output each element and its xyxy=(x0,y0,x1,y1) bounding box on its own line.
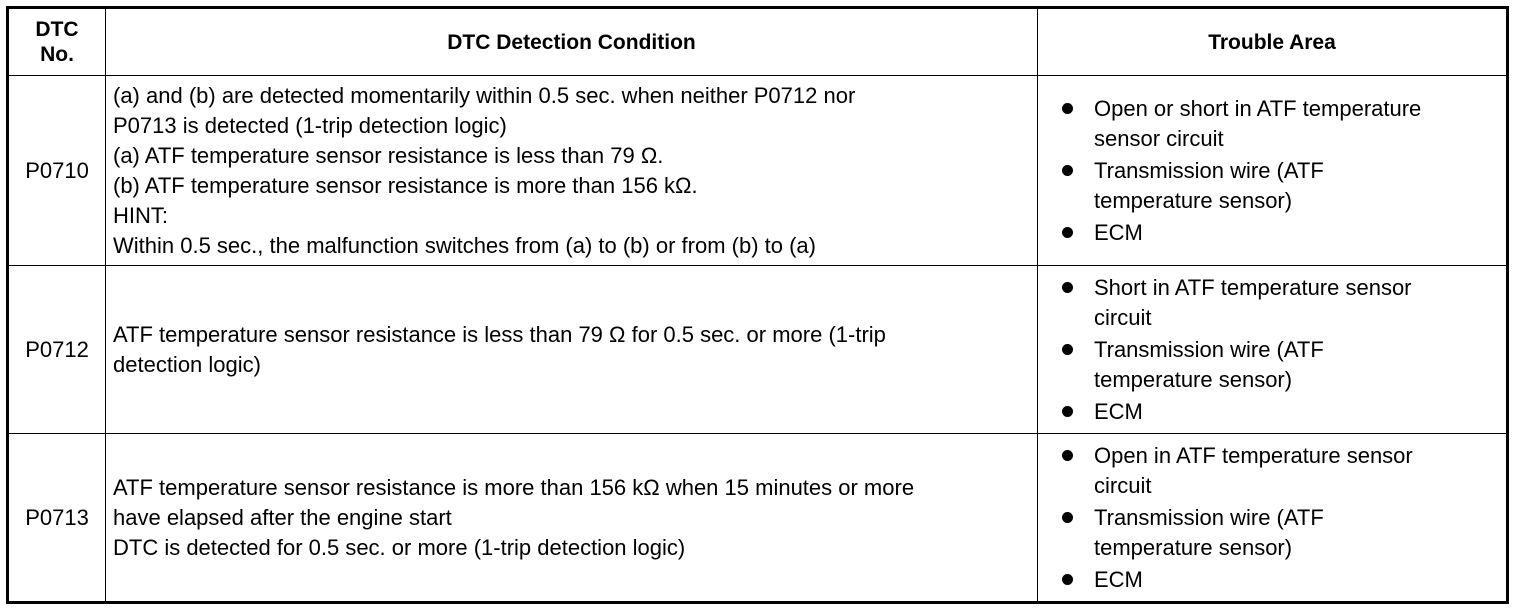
table-body: P0710 (a) and (b) are detected momentari… xyxy=(7,75,1508,603)
trouble-area-text: Transmission wire (ATF xyxy=(1094,158,1324,183)
trouble-area-text: Short in ATF temperature sensor xyxy=(1094,275,1412,300)
bullet-icon xyxy=(1062,512,1073,523)
list-item: Transmission wire (ATF temperature senso… xyxy=(1060,503,1500,563)
condition-line: detection logic) xyxy=(113,351,261,377)
table-row: P0710 (a) and (b) are detected momentari… xyxy=(7,75,1508,266)
list-item: Short in ATF temperature sensor circuit xyxy=(1060,273,1500,333)
trouble-area-text: Transmission wire (ATF xyxy=(1094,337,1324,362)
trouble-area-text: temperature sensor) xyxy=(1094,188,1293,213)
dtc-code-cell: P0710 xyxy=(7,75,106,266)
bullet-icon xyxy=(1062,227,1073,238)
condition-line: have elapsed after the engine start xyxy=(113,504,452,530)
dtc-code-cell: P0712 xyxy=(7,265,106,434)
condition-line: (a) and (b) are detected momentarily wit… xyxy=(113,82,856,108)
header-dtc-no: DTC No. xyxy=(7,7,106,76)
trouble-area-text: circuit xyxy=(1094,473,1152,498)
bullet-icon xyxy=(1062,344,1073,355)
header-trouble-area: Trouble Area xyxy=(1037,7,1508,76)
condition-line: ATF temperature sensor resistance is les… xyxy=(113,321,886,347)
condition-line: (a) ATF temperature sensor resistance is… xyxy=(113,142,664,168)
trouble-area-cell: Open or short in ATF temperature sensor … xyxy=(1037,75,1508,266)
trouble-area-text: temperature sensor) xyxy=(1094,367,1293,392)
trouble-area-text: Open or short in ATF temperature xyxy=(1094,96,1422,121)
dtc-table: DTC No. DTC Detection Condition Trouble … xyxy=(6,6,1509,604)
condition-line: ATF temperature sensor resistance is mor… xyxy=(113,474,915,500)
condition-line: DTC is detected for 0.5 sec. or more (1-… xyxy=(113,534,686,560)
trouble-area-list: Open or short in ATF temperature sensor … xyxy=(1060,94,1500,248)
table-row: P0713 ATF temperature sensor resistance … xyxy=(7,433,1508,603)
condition-line: P0713 is detected (1-trip detection logi… xyxy=(113,112,507,138)
trouble-area-text: ECM xyxy=(1094,220,1143,245)
trouble-area-text: temperature sensor) xyxy=(1094,535,1293,560)
trouble-area-text: ECM xyxy=(1094,567,1143,592)
trouble-area-text: Open in ATF temperature sensor xyxy=(1094,443,1413,468)
bullet-icon xyxy=(1062,282,1073,293)
list-item: ECM xyxy=(1060,565,1500,595)
trouble-area-text: Transmission wire (ATF xyxy=(1094,505,1324,530)
list-item: ECM xyxy=(1060,218,1500,248)
trouble-area-cell: Open in ATF temperature sensor circuit T… xyxy=(1037,433,1508,603)
detection-condition-cell: ATF temperature sensor resistance is mor… xyxy=(105,433,1038,603)
bullet-icon xyxy=(1062,165,1073,176)
trouble-area-list: Open in ATF temperature sensor circuit T… xyxy=(1060,441,1500,595)
condition-line: Within 0.5 sec., the malfunction switche… xyxy=(113,232,816,258)
trouble-area-list: Short in ATF temperature sensor circuit … xyxy=(1060,273,1500,427)
bullet-icon xyxy=(1062,103,1073,114)
bullet-icon xyxy=(1062,450,1073,461)
detection-condition-cell: ATF temperature sensor resistance is les… xyxy=(105,265,1038,434)
dtc-code-cell: P0713 xyxy=(7,433,106,603)
header-dtc-no-line2: No. xyxy=(40,43,74,66)
header-dtc-no-line1: DTC xyxy=(35,18,79,41)
trouble-area-text: sensor circuit xyxy=(1094,126,1224,151)
list-item: Transmission wire (ATF temperature senso… xyxy=(1060,335,1500,395)
list-item: Transmission wire (ATF temperature senso… xyxy=(1060,156,1500,216)
header-row: DTC No. DTC Detection Condition Trouble … xyxy=(7,7,1508,76)
trouble-area-text: circuit xyxy=(1094,305,1152,330)
detection-condition-cell: (a) and (b) are detected momentarily wit… xyxy=(105,75,1038,266)
bullet-icon xyxy=(1062,406,1073,417)
bullet-icon xyxy=(1062,574,1073,585)
header-condition: DTC Detection Condition xyxy=(105,7,1038,76)
trouble-area-cell: Short in ATF temperature sensor circuit … xyxy=(1037,265,1508,434)
list-item: ECM xyxy=(1060,397,1500,427)
table-header: DTC No. DTC Detection Condition Trouble … xyxy=(7,7,1508,76)
condition-line: (b) ATF temperature sensor resistance is… xyxy=(113,172,698,198)
table-row: P0712 ATF temperature sensor resistance … xyxy=(7,265,1508,434)
condition-line: HINT: xyxy=(113,202,168,228)
list-item: Open or short in ATF temperature sensor … xyxy=(1060,94,1500,154)
list-item: Open in ATF temperature sensor circuit xyxy=(1060,441,1500,501)
trouble-area-text: ECM xyxy=(1094,399,1143,424)
